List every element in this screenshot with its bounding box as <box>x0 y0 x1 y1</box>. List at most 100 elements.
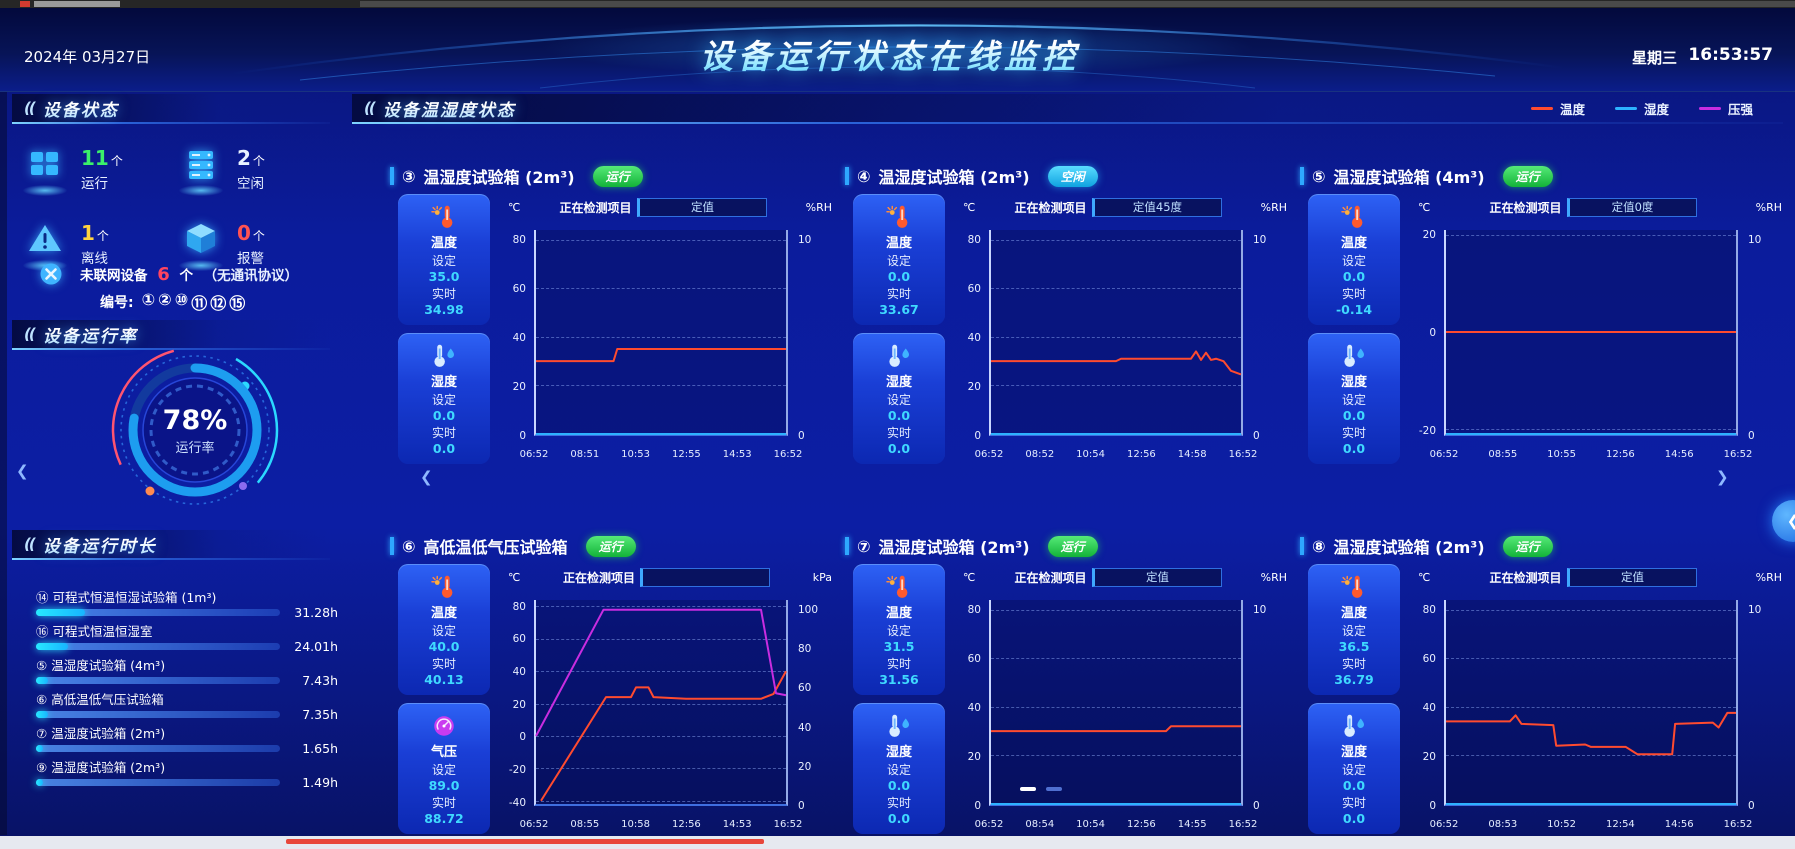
series-line-温度 <box>991 726 1241 731</box>
plot-area <box>1444 600 1738 806</box>
metric-label: 湿度 <box>885 745 912 761</box>
temp-icon <box>1339 202 1369 232</box>
metric-cards: 温度 设定 40.0 实时 40.13 气压 设定 89.0 实时 88.72 <box>398 564 490 834</box>
status-label: 报警 <box>237 250 264 267</box>
realtime-label: 实时 <box>431 286 456 301</box>
sidebar-prev-arrow[interactable]: ❮ <box>16 462 29 480</box>
y-axis-tick-left: 0 <box>974 800 981 812</box>
detect-input[interactable]: 定值0度 <box>1566 197 1697 217</box>
y-axis-tick-left: 60 <box>512 282 526 295</box>
gridline <box>1446 658 1736 660</box>
y-axis-tick-right: 10 <box>798 233 812 246</box>
glow-pedestal <box>179 184 223 196</box>
pagination-dash-active[interactable] <box>1020 787 1036 791</box>
x-axis-tick: 10:52 <box>1547 819 1577 830</box>
x-axis-tick: 06:52 <box>1429 449 1459 460</box>
status-item: 11 个 运行 <box>22 136 178 203</box>
y-axis-tick-right: 0 <box>1748 800 1755 812</box>
runtime-name: ⑯ 可程式恒温恒湿室 <box>36 624 338 639</box>
y-axis-tick-left: 80 <box>1422 603 1436 616</box>
temp-icon <box>884 572 914 602</box>
y-axis-tick-left: 20 <box>512 380 526 393</box>
detect-input[interactable]: 定值 <box>1091 567 1222 587</box>
y-axis-tick-left: 60 <box>967 282 981 295</box>
realtime-value: 0.0 <box>432 441 456 457</box>
disconnect-icon <box>36 259 66 289</box>
carousel-next-arrow[interactable]: ❯ <box>1716 468 1729 486</box>
chart-header: ℃ 正在检测项目 定值0度 %RH <box>1404 196 1784 218</box>
status-badge: 运行 <box>1502 165 1553 187</box>
gridline <box>536 606 786 608</box>
x-axis-tick: 08:55 <box>1488 449 1518 460</box>
runtime-number: ⑭ <box>36 590 49 605</box>
section-title: 设备运行率 <box>43 322 138 347</box>
y-axis-tick-left: 20 <box>512 698 526 711</box>
legend-label: 压强 <box>1727 102 1753 117</box>
detect-input[interactable]: 定值45度 <box>1091 197 1222 217</box>
page-title: 设备运行状态在线监控 <box>700 30 1080 78</box>
gauge-center-text: 78% 运行率 <box>105 340 285 520</box>
chart-header: ℃ 正在检测项目 定值 %RH <box>1404 566 1784 588</box>
set-value: 40.0 <box>428 639 460 655</box>
set-value: 31.5 <box>883 639 915 655</box>
realtime-label: 实时 <box>431 425 456 440</box>
runtime-list: ⑭ 可程式恒温恒湿试验箱 (1m³) 31.28h ⑯ 可程式恒温恒湿室 24.… <box>36 590 338 794</box>
x-axis-tick: 08:55 <box>570 819 600 830</box>
status-badge: 运行 <box>1502 535 1553 557</box>
y-axis-tick-left: 20 <box>967 380 981 393</box>
detect-input[interactable]: 定值 <box>636 197 767 217</box>
set-label: 设定 <box>431 392 456 407</box>
runtime-device: 可程式恒温恒湿室 <box>52 624 153 639</box>
runtime-number: ⑤ <box>36 658 48 673</box>
x-axis-tick: 06:52 <box>974 449 1004 460</box>
top-strip-segment <box>34 1 120 7</box>
section-title: 设备运行时长 <box>43 532 157 557</box>
glow-pedestal <box>179 259 223 271</box>
humidity-icon <box>1339 341 1369 371</box>
x-axis-tick: 16:52 <box>1228 819 1258 830</box>
section-deco: (( <box>24 325 36 343</box>
run-rate-gauge: 78% 运行率 <box>105 340 285 520</box>
pressure-icon <box>429 711 459 741</box>
edge-collapse-button[interactable]: ❮ <box>1772 500 1795 542</box>
status-icon-wrap <box>22 219 68 271</box>
runtime-item: ⑦ 温湿度试验箱 (2m³) 1.65h <box>36 726 338 756</box>
title-accent-bar <box>390 167 394 185</box>
panel-title: ⑧ 温湿度试验箱 (2m³) 运行 <box>1300 534 1553 558</box>
offline-device-numbers: 编号: ① ② ⑩ ⑪ ⑫ ⑮ <box>100 290 245 314</box>
section-title: 设备温湿度状态 <box>383 96 516 121</box>
gauge-percent: 78% <box>162 404 228 436</box>
device-name: 温湿度试验箱 (2m³) <box>423 168 575 187</box>
y-axis-tick-right: 10 <box>1253 233 1267 246</box>
series-line-温度 <box>1446 713 1736 754</box>
y-axis-tick-left: 40 <box>1422 701 1436 714</box>
line-chart: 20 0 -20 10 0 06:52 08:55 10:55 12:56 14:56 16:52 <box>1404 220 1784 462</box>
y-axis-tick-right: 20 <box>798 760 812 773</box>
y-axis-tick-left: 20 <box>967 750 981 763</box>
runtime-hours: 7.43h <box>302 672 338 688</box>
realtime-value: 34.98 <box>424 302 464 318</box>
x-axis-tick: 06:52 <box>974 819 1004 830</box>
pagination-dash[interactable] <box>1046 787 1062 791</box>
detect-input[interactable]: 定值 <box>1566 567 1697 587</box>
status-icon-wrap <box>178 144 224 196</box>
set-value: 0.0 <box>887 778 911 794</box>
x-axis-tick: 08:51 <box>570 449 600 460</box>
gridline <box>1446 706 1736 708</box>
x-axis-tick: 14:56 <box>1664 449 1694 460</box>
device-number: ⑥ <box>402 536 416 556</box>
device-number-chip: ⑮ <box>229 294 246 313</box>
offline-count: 6 <box>157 263 170 285</box>
detect-input[interactable] <box>640 567 771 587</box>
runtime-item: ⑨ 温湿度试验箱 (2m³) 1.49h <box>36 760 338 790</box>
x-axis-tick: 08:52 <box>1025 449 1055 460</box>
offline-devices-note: 未联网设备 6 个 （无通讯协议） <box>36 258 298 290</box>
legend-line-swatch <box>1698 107 1721 110</box>
left-axis-unit: ℃ <box>963 200 976 214</box>
carousel-prev-arrow[interactable]: ❮ <box>420 468 433 486</box>
